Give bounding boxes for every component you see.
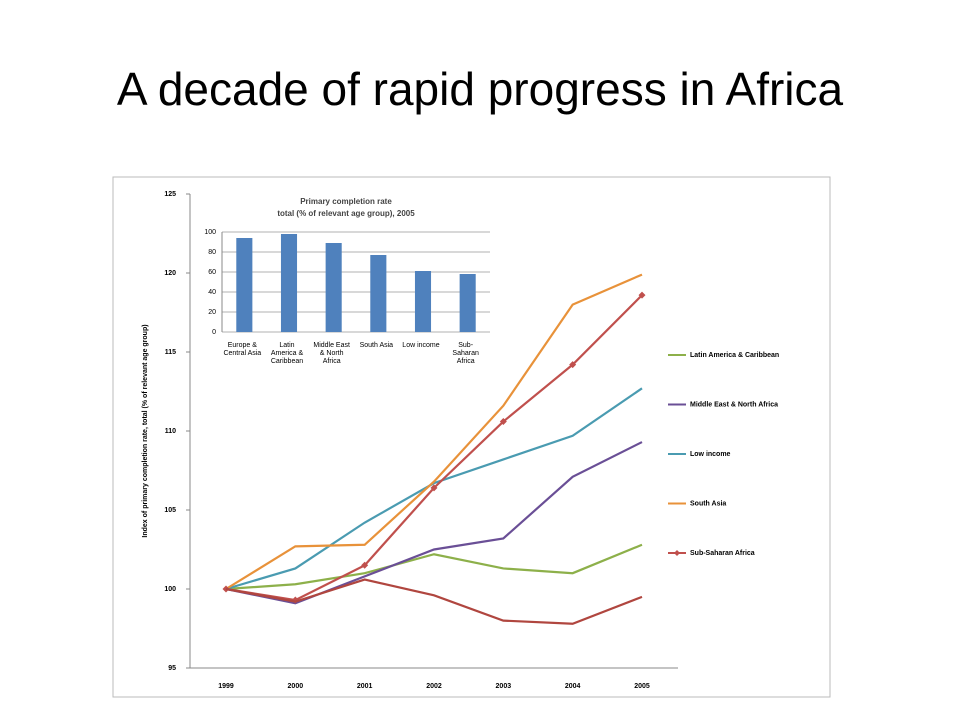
x-tick-label: Europe & Central Asia	[223, 342, 262, 357]
bar	[414, 271, 432, 332]
y-tick-label: 80	[208, 249, 216, 256]
y-tick-label: 100	[204, 229, 216, 236]
y-tick-label: 20	[208, 309, 216, 316]
y-tick-label: 110	[165, 428, 176, 435]
point-marker	[569, 361, 577, 369]
x-tick-label: Sub-Saharan Africa	[452, 342, 479, 365]
legend-label: Latin America & Caribbean	[690, 352, 779, 359]
slide-title: A decade of rapid progress in Africa	[117, 63, 844, 115]
x-tick-label: 2003	[496, 683, 512, 690]
bar	[280, 234, 298, 332]
bar	[370, 255, 387, 332]
legend-label: South Asia	[690, 500, 726, 507]
y-tick-label: 60	[208, 269, 216, 276]
y-tick-label: 105	[164, 507, 176, 514]
bar	[236, 238, 253, 332]
x-tick-label: 2002	[426, 683, 442, 690]
y-axis-label: Index of primary completion rate, total …	[142, 324, 149, 537]
x-tick-label: Low income	[402, 342, 440, 349]
series-line	[225, 578, 643, 625]
legend-marker	[674, 550, 680, 556]
y-tick-label: 0	[212, 329, 216, 336]
legend-label: Low income	[690, 451, 731, 458]
x-tick-label: 2000	[288, 683, 304, 690]
series-line	[225, 273, 643, 590]
point-marker	[430, 484, 438, 492]
point-marker	[361, 561, 369, 569]
legend-label: Sub-Saharan Africa	[690, 550, 755, 557]
y-tick-label: 125	[164, 191, 176, 198]
x-tick-label: 2004	[565, 683, 581, 690]
series-line	[225, 543, 643, 591]
inset-subtitle: total (% of relevant age group), 2005	[277, 209, 415, 218]
x-tick-label: Middle East & North Africa	[313, 342, 350, 365]
point-marker	[638, 291, 646, 299]
x-tick-label: 1999	[218, 683, 234, 690]
x-tick-label: South Asia	[359, 342, 394, 349]
series-line	[225, 387, 643, 591]
x-tick-label: Latin America & Caribbean	[270, 342, 304, 365]
legend-label: Middle East & North Africa	[690, 401, 778, 408]
point-marker	[499, 418, 507, 426]
y-tick-label: 120	[164, 270, 176, 277]
inset-title: Primary completion rate	[300, 197, 392, 206]
chart-frame	[112, 176, 831, 698]
y-tick-label: 95	[168, 665, 176, 672]
y-tick-label: 40	[208, 289, 216, 296]
y-tick-label: 115	[165, 349, 176, 356]
y-tick-label: 100	[164, 586, 176, 593]
bar	[459, 274, 476, 332]
x-tick-label: 2005	[634, 683, 650, 690]
bar	[325, 243, 342, 332]
x-tick-label: 2001	[357, 683, 373, 690]
